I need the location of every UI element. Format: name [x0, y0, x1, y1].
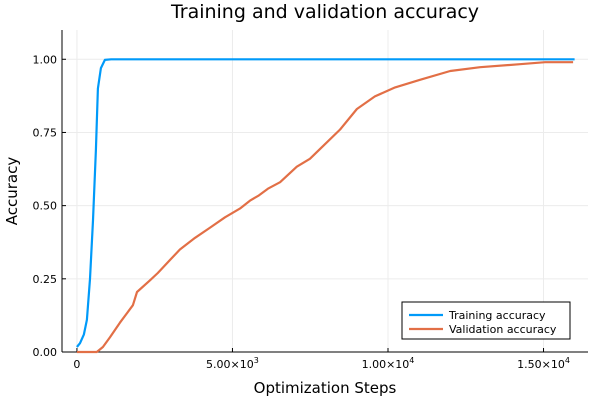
series-line-training: [76, 58, 575, 348]
x-tick-base: 1.50×10: [517, 358, 565, 371]
x-tick-base: 5.00×10: [206, 358, 254, 371]
x-tick-exponent: 4: [409, 356, 414, 365]
legend-label: Training accuracy: [448, 309, 546, 322]
legend-box: [401, 301, 571, 340]
y-tick-label: 0.00: [33, 346, 58, 359]
y-axis-label: Accuracy: [3, 157, 21, 226]
series-line-validation: [76, 61, 574, 354]
chart-title: Training and validation accuracy: [170, 1, 479, 23]
x-tick-exponent: 4: [565, 356, 570, 365]
y-tick-label: 0.25: [33, 273, 58, 286]
x-tick-label: 1.50×104: [517, 356, 570, 371]
x-tick-label: 5.00×103: [206, 356, 259, 371]
series-lines: [76, 58, 575, 354]
y-tick-label: 1.00: [33, 53, 58, 66]
x-axis-label: Optimization Steps: [254, 379, 397, 397]
x-tick-label: 1.00×104: [362, 356, 415, 371]
x-tick-label: 0: [73, 358, 80, 371]
x-tick-base: 0: [73, 358, 80, 371]
x-tick-exponent: 3: [254, 356, 259, 365]
legend-label: Validation accuracy: [449, 323, 557, 336]
x-tick-base: 1.00×10: [362, 358, 410, 371]
y-tick-label: 0.75: [33, 126, 58, 139]
y-tick-label: 0.50: [33, 200, 58, 213]
axes: 0 5.00×103 1.00×104 1.50×1040.000.250.500.7…: [33, 30, 588, 371]
